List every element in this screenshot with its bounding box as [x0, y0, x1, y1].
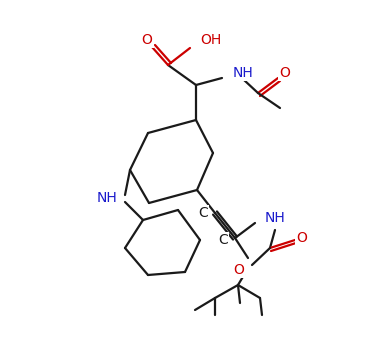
Text: NH: NH	[96, 191, 117, 205]
Text: C: C	[218, 233, 228, 247]
Text: C: C	[198, 206, 208, 220]
Text: O: O	[233, 263, 244, 277]
Text: NH: NH	[233, 66, 254, 80]
Text: O: O	[280, 66, 290, 80]
Text: NH: NH	[265, 211, 286, 225]
Text: O: O	[296, 231, 308, 245]
Text: O: O	[142, 33, 152, 47]
Text: OH: OH	[200, 33, 221, 47]
